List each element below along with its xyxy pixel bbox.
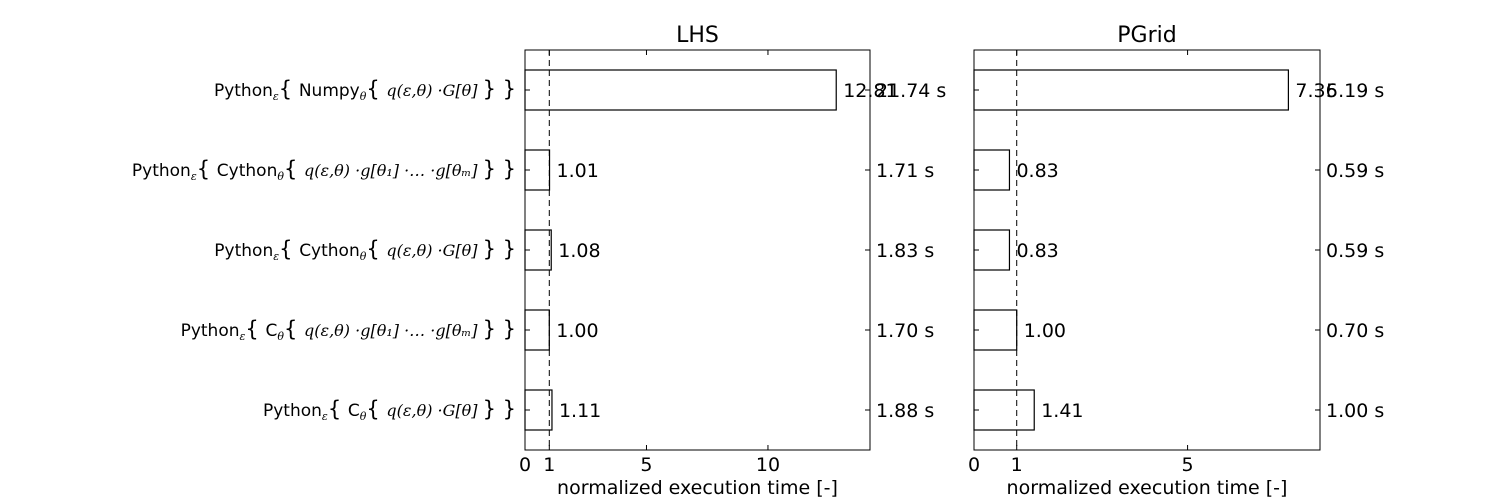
category-label: Pythonε{ Cθ{ q(ε,θ) ·g[θ₁] ·… ·g[θₘ] } } bbox=[181, 317, 516, 343]
bar bbox=[973, 69, 1289, 111]
x-tick-label: 1 bbox=[1011, 454, 1023, 476]
category-label: Pythonε{ Cθ{ q(ε,θ) ·G[θ] } } bbox=[263, 397, 516, 423]
time-label: 1.00 s bbox=[1326, 400, 1384, 422]
time-label: 1.88 s bbox=[876, 400, 934, 422]
time-label: 0.59 s bbox=[1326, 160, 1384, 182]
time-label: 1.71 s bbox=[876, 160, 934, 182]
category-label: Pythonε{ Cythonθ{ q(ε,θ) ·G[θ] } } bbox=[214, 237, 516, 263]
x-tick-label: 0 bbox=[519, 454, 531, 476]
bar bbox=[973, 389, 1035, 431]
bar bbox=[973, 149, 1011, 191]
time-label: 0.59 s bbox=[1326, 240, 1384, 262]
bar-value-label: 1.01 bbox=[557, 160, 599, 182]
panel-title: LHS bbox=[676, 23, 719, 48]
bar-value-label: 1.00 bbox=[1024, 320, 1066, 342]
bar-value-label: 0.83 bbox=[1016, 160, 1058, 182]
x-axis-label: normalized execution time [-] bbox=[1007, 477, 1288, 499]
bar-value-label: 7.36 bbox=[1295, 80, 1337, 102]
category-label: Pythonε{ Cythonθ{ q(ε,θ) ·g[θ₁] ·… ·g[θₘ… bbox=[132, 157, 516, 183]
x-tick-label: 5 bbox=[640, 454, 652, 476]
bar-value-label: 1.11 bbox=[559, 400, 601, 422]
bar bbox=[524, 69, 837, 111]
x-tick-label: 1 bbox=[543, 454, 555, 476]
time-label: 5.19 s bbox=[1326, 80, 1384, 102]
bar-value-label: 1.08 bbox=[558, 240, 600, 262]
bar-value-label: 0.83 bbox=[1016, 240, 1058, 262]
x-axis-label: normalized execution time [-] bbox=[557, 477, 838, 499]
bar bbox=[973, 229, 1011, 271]
time-label: 21.74 s bbox=[876, 80, 946, 102]
category-label: Pythonε{ Numpyθ{ q(ε,θ) ·G[θ] } } bbox=[214, 77, 516, 103]
bar-value-label: 1.41 bbox=[1041, 400, 1083, 422]
time-label: 1.70 s bbox=[876, 320, 934, 342]
panel-title: PGrid bbox=[1117, 23, 1176, 48]
time-label: 0.70 s bbox=[1326, 320, 1384, 342]
bar-value-label: 1.00 bbox=[556, 320, 598, 342]
bar bbox=[973, 309, 1018, 351]
x-tick-label: 10 bbox=[756, 454, 780, 476]
time-label: 1.83 s bbox=[876, 240, 934, 262]
bar-value-label: 12.81 bbox=[843, 80, 897, 102]
x-tick-label: 5 bbox=[1182, 454, 1194, 476]
x-tick-label: 0 bbox=[968, 454, 980, 476]
